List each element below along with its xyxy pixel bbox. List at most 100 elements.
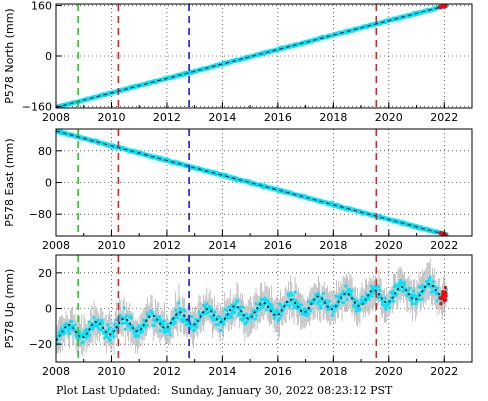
x-tick-label-2012: 2012 <box>153 365 181 378</box>
data-point <box>383 296 387 300</box>
x-tick-label-2020: 2020 <box>375 365 403 378</box>
footer-timestamp: Sunday, January 30, 2022 08:23:12 PST <box>170 384 393 397</box>
data-point <box>195 322 199 327</box>
x-tick-label-2008: 2008 <box>42 111 70 124</box>
recent-point <box>439 302 443 306</box>
data-point <box>122 306 126 310</box>
data-point <box>228 305 232 309</box>
data-point <box>162 319 166 323</box>
recent-point <box>441 290 445 294</box>
data-point <box>202 303 206 307</box>
data-series <box>56 129 449 236</box>
data-point <box>197 310 201 314</box>
data-point <box>370 294 374 298</box>
data-point <box>349 291 353 295</box>
x-tick-label-2018: 2018 <box>319 111 347 124</box>
data-point <box>103 336 107 340</box>
data-point <box>370 284 374 288</box>
data-point <box>163 330 168 335</box>
x-tick-label-2008: 2008 <box>42 239 70 252</box>
data-point <box>330 313 335 317</box>
data-point <box>140 330 145 334</box>
data-point <box>383 307 388 311</box>
data-point <box>151 312 155 316</box>
x-tick-label-2008: 2008 <box>42 365 70 378</box>
data-point <box>124 314 128 318</box>
data-point <box>167 329 171 333</box>
data-point <box>429 290 434 294</box>
data-point <box>113 322 117 326</box>
recent-point <box>443 285 447 290</box>
data-point <box>391 289 396 293</box>
data-point <box>253 317 258 321</box>
x-tick-label-2022: 2022 <box>430 365 458 378</box>
data-point <box>358 307 362 311</box>
data-point <box>137 334 141 338</box>
data-point <box>240 305 245 309</box>
data-point <box>345 297 349 302</box>
data-series <box>56 4 449 108</box>
data-point <box>315 301 320 306</box>
data-point <box>130 324 135 328</box>
data-point <box>254 302 258 306</box>
y-axis-label: P578 East (mm) <box>3 138 16 226</box>
data-point <box>143 325 147 329</box>
recent-point <box>441 294 445 299</box>
x-tick-label-2016: 2016 <box>264 365 292 378</box>
data-point <box>208 305 212 309</box>
recent-point <box>439 5 443 9</box>
data-point <box>70 320 74 324</box>
data-point <box>101 321 105 325</box>
x-tick-label-2012: 2012 <box>153 111 181 124</box>
data-point <box>112 335 116 339</box>
data-point <box>152 323 156 328</box>
y-tick-label-20: 20 <box>38 267 52 280</box>
data-point <box>236 299 240 303</box>
data-point <box>210 307 214 311</box>
data-point <box>250 313 254 317</box>
data-point <box>408 286 412 290</box>
data-point <box>427 279 431 283</box>
data-point <box>402 283 407 287</box>
x-tick-label-2018: 2018 <box>319 365 347 378</box>
data-point <box>241 318 245 322</box>
data-point <box>294 299 298 303</box>
data-point <box>335 303 340 308</box>
data-point <box>410 302 415 306</box>
data-point <box>278 303 283 307</box>
data-point <box>287 294 291 298</box>
data-point <box>105 334 109 338</box>
x-tick-label-2014: 2014 <box>208 365 236 378</box>
panel-1: 2008 2010 2012 2014 2016 2018 2020 2022 −160 0 160… <box>3 0 473 124</box>
data-point <box>431 280 435 284</box>
data-point <box>279 313 283 317</box>
data-point <box>291 302 295 306</box>
data-point <box>411 289 416 293</box>
data-point <box>332 309 336 314</box>
data-point <box>367 296 371 300</box>
data-point <box>145 323 149 327</box>
data-point <box>319 306 323 310</box>
y-tick-label--80: −80 <box>29 208 52 221</box>
data-point <box>62 328 66 332</box>
data-point <box>59 326 64 330</box>
data-point <box>394 283 398 287</box>
data-point <box>392 299 396 303</box>
data-point <box>203 309 207 313</box>
data-series <box>56 258 449 357</box>
data-point <box>183 309 187 313</box>
data-point <box>378 288 382 292</box>
data-point <box>268 306 272 310</box>
data-point <box>282 306 287 310</box>
data-point <box>325 302 330 306</box>
plot-updated-footer: Plot Last Updated: Sunday, January 30, 2… <box>56 384 392 397</box>
data-point <box>244 312 249 316</box>
data-point <box>218 314 222 319</box>
data-point <box>230 310 235 314</box>
data-point <box>435 286 440 290</box>
data-point <box>139 325 144 329</box>
data-point <box>395 292 399 297</box>
data-point <box>254 313 259 318</box>
footer-label: Plot Last Updated: <box>56 384 161 397</box>
data-point <box>154 315 158 319</box>
